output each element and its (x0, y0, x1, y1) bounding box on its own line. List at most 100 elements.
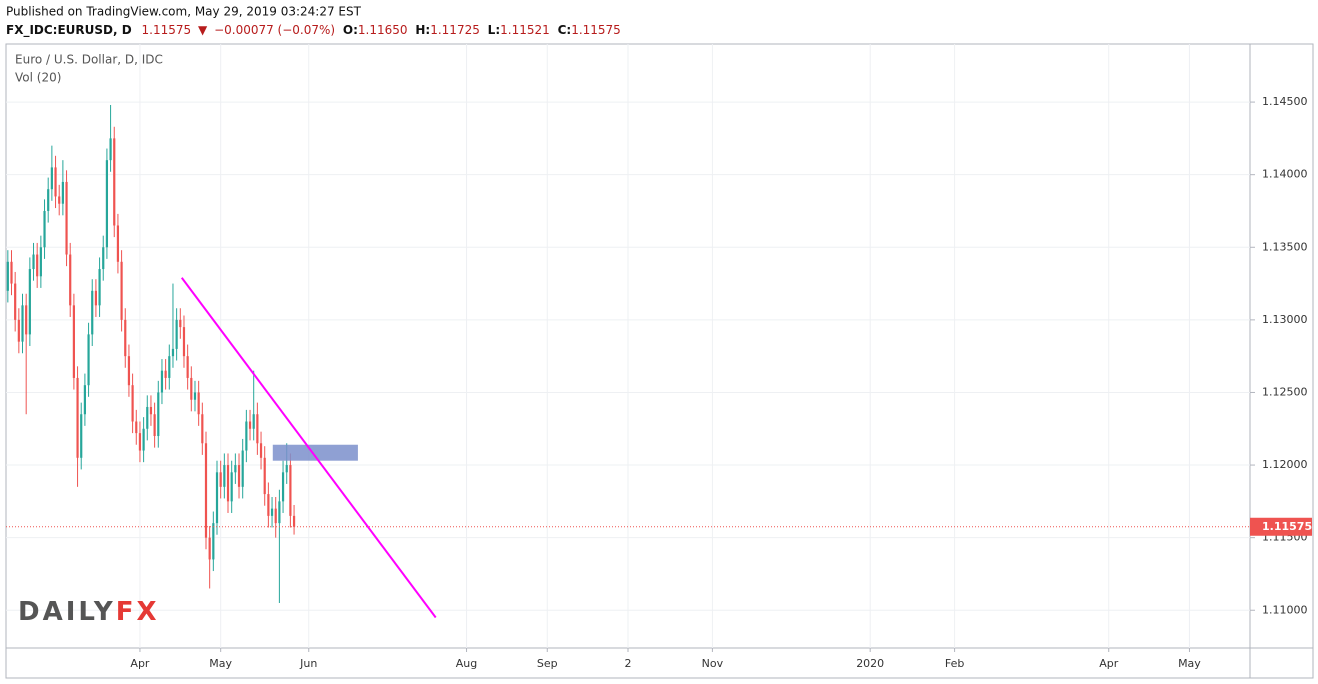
x-tick-label: Feb (945, 657, 964, 670)
y-tick-label: 1.11000 (1262, 603, 1308, 616)
x-tick-label: Apr (130, 657, 150, 670)
symbol: FX_IDC:EURUSD, D (6, 23, 132, 38)
candle-body (105, 160, 109, 248)
candle-body (153, 414, 156, 437)
legend-volume: Vol (20) (15, 71, 61, 85)
candle-body (65, 181, 68, 255)
candle-body (179, 319, 182, 328)
candle-body (47, 189, 50, 211)
watermark: DAILYFX (18, 597, 160, 627)
candle-body (32, 254, 35, 270)
x-tick-label: Aug (456, 657, 477, 670)
candle-body (289, 465, 292, 516)
candle-body (270, 508, 274, 516)
candle-body (69, 254, 72, 306)
x-tick-label: Apr (1099, 657, 1119, 670)
candle-body (58, 196, 61, 204)
candle-body (87, 334, 90, 386)
last: 1.11575 (142, 23, 192, 37)
candle-body (274, 508, 277, 524)
x-tick-label: Nov (702, 657, 724, 670)
y-tick-label: 1.12500 (1262, 385, 1308, 398)
candle-body (201, 414, 204, 444)
x-tick-label: 2020 (856, 657, 884, 670)
candle-body (135, 421, 138, 434)
candle-body (160, 370, 164, 393)
candle-body (17, 319, 20, 342)
candle-body (267, 494, 270, 516)
c-label: C: (558, 23, 572, 37)
candle-body (234, 465, 237, 473)
candle-body (241, 450, 244, 487)
candle-body (54, 167, 57, 197)
ohlc-header: FX_IDC:EURUSD, D 1.11575 ▼ −0.00077 (−0.… (6, 23, 621, 38)
candle-body (164, 370, 167, 378)
candle-body (208, 537, 211, 560)
last-price-box (1250, 517, 1312, 536)
candle-body (215, 472, 219, 524)
candle-body (142, 428, 145, 451)
down-arrow: ▼ (198, 23, 208, 37)
y-tick-label: 1.14500 (1262, 95, 1308, 108)
x-tick-label: Jun (299, 657, 317, 670)
candle-body (193, 392, 197, 400)
candle-body (230, 472, 233, 502)
x-tick-label: May (209, 657, 232, 670)
candle-body (83, 385, 86, 415)
candle-body (39, 247, 42, 277)
watermark-fx: FX (116, 597, 160, 627)
candle-body (256, 414, 259, 444)
candle-body (102, 247, 105, 270)
candle-body (36, 254, 39, 277)
candle-body (259, 443, 263, 458)
candle-body (223, 465, 226, 487)
y-tick-label: 1.13000 (1262, 313, 1308, 326)
candle-body (219, 472, 222, 487)
candle-body (182, 327, 186, 357)
candle-body (113, 138, 116, 226)
candle-body (43, 210, 46, 248)
candle-body (124, 319, 127, 357)
frame (5, 43, 1314, 679)
grid (6, 44, 1250, 648)
candle-body (131, 385, 134, 422)
candle-body (237, 465, 241, 487)
candle-body (50, 167, 53, 190)
candle-body (285, 465, 288, 473)
y-tick-label: 1.14000 (1262, 168, 1308, 181)
candle-body (98, 269, 101, 306)
candle-body (263, 457, 266, 495)
candle-body (72, 305, 75, 378)
candle-body (91, 290, 94, 335)
candle-body (28, 269, 31, 335)
candle-body (94, 290, 98, 306)
last-price-label: 1.11575 (1262, 520, 1312, 533)
c-value: 1.11575 (571, 23, 621, 37)
x-tick-label: 2 (625, 657, 632, 670)
legend-title: Euro / U.S. Dollar, D, IDC (15, 53, 163, 67)
candle-body (116, 225, 120, 262)
candle-body (149, 406, 153, 415)
h-value: 1.11725 (430, 23, 480, 37)
x-tick-label: May (1178, 657, 1201, 670)
candle-body (248, 421, 252, 429)
l-label: L: (488, 23, 500, 37)
candle-body (292, 515, 296, 527)
candle-body (204, 443, 208, 538)
candle-body (186, 356, 189, 378)
candle-body (127, 356, 131, 386)
candle-body (168, 356, 171, 378)
candle-body (76, 377, 79, 458)
o-label: O: (343, 23, 358, 37)
candle-body (14, 283, 17, 320)
l-value: 1.11521 (500, 23, 550, 37)
candle-body (278, 501, 281, 524)
x-tick-label: Sep (537, 657, 558, 670)
candle-body (120, 261, 123, 320)
candle-body (25, 305, 28, 335)
candle-body (10, 261, 13, 284)
candle-body (190, 377, 193, 400)
h-label: H: (415, 23, 430, 37)
candle-body (197, 392, 200, 415)
